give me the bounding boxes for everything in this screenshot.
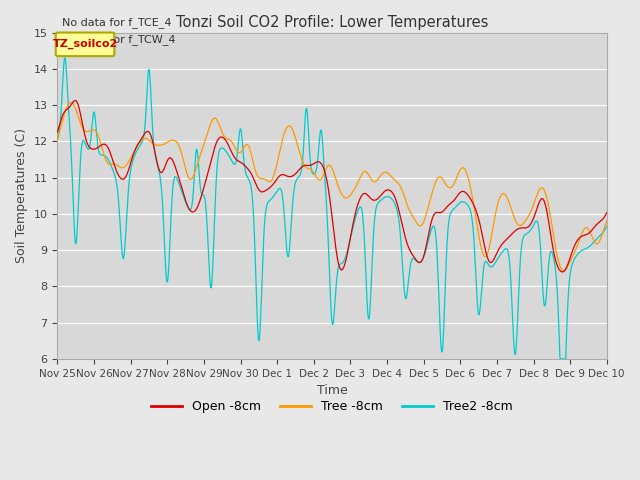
Text: No data for f_TCE_4: No data for f_TCE_4	[61, 17, 171, 28]
X-axis label: Time: Time	[317, 384, 348, 397]
Legend: Open -8cm, Tree -8cm, Tree2 -8cm: Open -8cm, Tree -8cm, Tree2 -8cm	[146, 395, 518, 418]
FancyBboxPatch shape	[56, 33, 115, 56]
Text: TZ_soilco2: TZ_soilco2	[52, 39, 118, 49]
Title: Tonzi Soil CO2 Profile: Lower Temperatures: Tonzi Soil CO2 Profile: Lower Temperatur…	[176, 15, 488, 30]
Y-axis label: Soil Temperatures (C): Soil Temperatures (C)	[15, 128, 28, 263]
Text: No data for f_TCW_4: No data for f_TCW_4	[61, 34, 175, 45]
